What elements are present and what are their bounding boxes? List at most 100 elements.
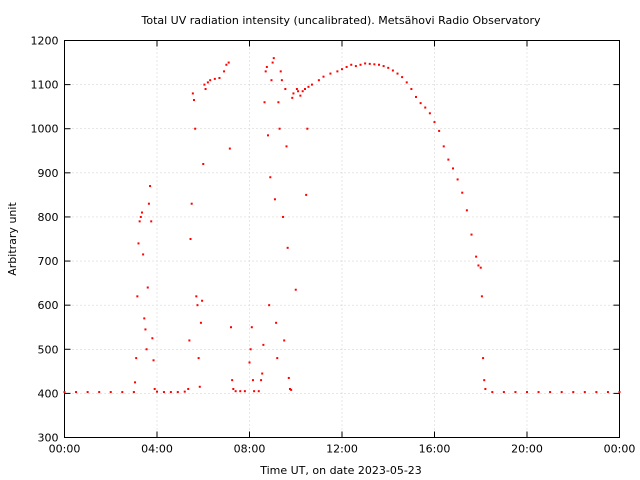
data-point — [156, 390, 158, 393]
data-point — [415, 95, 417, 98]
data-point — [198, 385, 201, 388]
data-point — [278, 127, 281, 130]
data-point — [98, 391, 101, 394]
y-tick-label: 400 — [38, 387, 59, 400]
data-point — [230, 326, 232, 329]
data-point — [354, 65, 357, 68]
data-point — [169, 391, 172, 394]
data-point — [145, 348, 148, 351]
data-point — [231, 379, 234, 382]
data-point — [263, 101, 266, 104]
data-point — [190, 202, 193, 205]
data-point — [428, 112, 431, 115]
data-point — [150, 220, 153, 223]
data-point — [424, 106, 427, 109]
data-point — [277, 101, 280, 104]
y-tick-label: 1200 — [31, 35, 59, 48]
data-point — [201, 299, 204, 302]
data-point — [225, 63, 228, 66]
data-point — [461, 191, 464, 194]
data-point — [265, 65, 268, 68]
data-point — [301, 90, 304, 93]
data-point — [260, 379, 263, 382]
data-point — [251, 379, 254, 382]
data-point — [269, 176, 272, 179]
data-point — [140, 211, 143, 214]
data-point — [152, 359, 155, 362]
y-tick-label: 500 — [38, 343, 59, 356]
data-point — [189, 238, 192, 240]
x-tick-label: 00:00 — [49, 443, 81, 456]
data-point — [480, 295, 483, 298]
data-point — [287, 376, 290, 379]
data-point — [280, 79, 283, 82]
data-point — [350, 63, 353, 66]
data-point — [273, 198, 276, 201]
data-point — [272, 57, 275, 60]
data-point — [364, 62, 367, 65]
data-point — [306, 127, 309, 130]
data-point — [359, 63, 362, 66]
data-point — [336, 70, 339, 73]
data-point — [288, 387, 291, 390]
data-point — [285, 145, 288, 148]
data-point — [63, 391, 66, 394]
data-point — [433, 121, 436, 124]
data-point — [284, 88, 287, 91]
data-point — [144, 328, 147, 331]
data-point — [146, 286, 149, 289]
data-point — [109, 391, 112, 394]
data-point — [197, 357, 200, 360]
data-point — [121, 391, 124, 394]
data-point — [253, 390, 256, 393]
x-tick-label: 20:00 — [511, 443, 543, 456]
y-tick-label: 1000 — [31, 123, 59, 136]
y-axis-label: Arbitrary unit — [6, 202, 19, 276]
data-point — [465, 209, 468, 212]
data-point — [477, 264, 480, 267]
data-point — [223, 70, 226, 73]
data-point — [305, 193, 308, 196]
data-point — [595, 391, 598, 394]
data-point — [195, 295, 198, 298]
y-tick-label: 600 — [38, 299, 59, 312]
y-tick-label: 300 — [38, 432, 59, 445]
data-point — [202, 163, 205, 166]
data-point — [279, 70, 282, 73]
data-point — [292, 92, 295, 95]
data-point — [299, 94, 302, 97]
data-point — [213, 77, 216, 80]
data-point — [283, 339, 286, 342]
data-point — [483, 379, 486, 382]
data-point — [232, 387, 235, 390]
data-point — [187, 387, 190, 390]
data-point — [262, 343, 265, 346]
data-point — [196, 304, 199, 307]
data-point — [134, 381, 137, 384]
data-point — [204, 88, 207, 91]
data-point — [294, 288, 297, 291]
data-point — [75, 391, 78, 394]
data-point — [442, 145, 445, 148]
data-point — [537, 391, 540, 394]
data-point — [270, 79, 273, 82]
data-point — [248, 361, 251, 364]
data-point — [482, 357, 485, 360]
data-point — [295, 88, 298, 91]
data-point — [479, 266, 482, 269]
data-point — [86, 391, 89, 394]
data-point — [264, 70, 267, 73]
y-tick-label: 700 — [38, 255, 59, 268]
data-point — [484, 387, 487, 390]
x-tick-label: 08:00 — [234, 443, 266, 456]
data-point — [401, 76, 404, 79]
data-point — [193, 99, 195, 102]
data-point — [438, 129, 441, 132]
axis-ticks: 300 400 500 600 700 800 900 1000 1100 1200 00:00 04… — [31, 35, 636, 456]
data-point — [618, 391, 621, 394]
x-tick-label: 00:00 — [604, 443, 636, 456]
data-point — [549, 391, 552, 394]
y-tick-label: 900 — [38, 167, 59, 180]
y-tick-label: 800 — [38, 211, 59, 224]
data-point — [137, 242, 140, 245]
